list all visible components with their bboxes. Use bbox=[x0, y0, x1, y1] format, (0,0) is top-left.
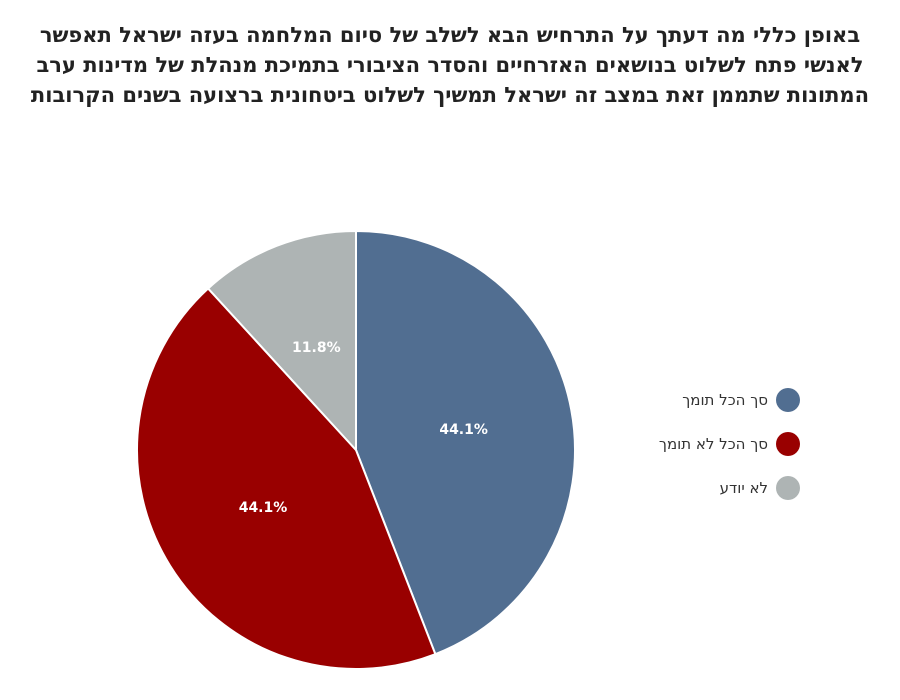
chart-title: באופן כללי מה דעתך על התרחיש הבא לשלב של… bbox=[30, 23, 870, 107]
pie-slice-support[interactable] bbox=[355, 229, 576, 656]
pie-slice-oppose[interactable] bbox=[136, 287, 437, 670]
pie-labels: 44.1% 44.1% 11.8% bbox=[239, 340, 488, 516]
legend-swatch-support bbox=[776, 388, 800, 412]
legend-label-dont-know: לא יודע bbox=[719, 479, 768, 497]
pie-slices bbox=[136, 229, 576, 670]
legend-swatch-oppose bbox=[776, 432, 800, 456]
legend-label-oppose: סך הכל לא תומך bbox=[658, 435, 768, 453]
legend-label-support: סך הכל תומך bbox=[682, 391, 768, 409]
legend: סך הכל תומך סך הכל לא תומך לא יודע bbox=[600, 388, 800, 520]
legend-swatch-dont-know bbox=[776, 476, 800, 500]
legend-item-dont-know[interactable]: לא יודע bbox=[600, 476, 800, 500]
data-label-dont-know: 11.8% bbox=[292, 340, 341, 356]
data-label-oppose: 44.1% bbox=[239, 500, 288, 516]
legend-item-support[interactable]: סך הכל תומך bbox=[600, 388, 800, 412]
data-label-support: 44.1% bbox=[439, 422, 488, 438]
legend-item-oppose[interactable]: סך הכל לא תומך bbox=[600, 432, 800, 456]
pie-slice-dont-know[interactable] bbox=[206, 229, 357, 453]
